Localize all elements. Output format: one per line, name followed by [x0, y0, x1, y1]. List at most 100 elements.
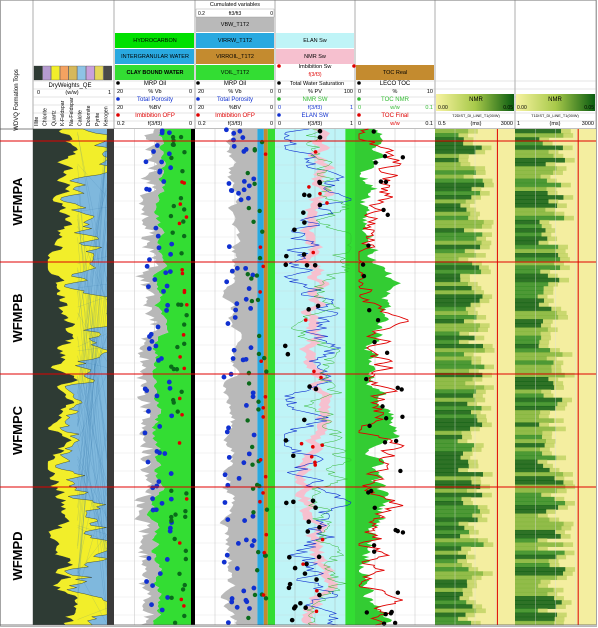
nmr-t2-track-band: [435, 327, 479, 333]
mrp-oil-dot: [178, 196, 184, 201]
nmr-t1-track-band: [515, 335, 542, 341]
nmr-t2-track-band-edge: [477, 517, 488, 523]
lithology-scale-right: 1: [108, 90, 111, 96]
nmr-t2-track-band-edge: [471, 480, 482, 485]
mrp-oil-dot: [183, 508, 188, 514]
nmr-t2-track-band: [435, 203, 461, 209]
lithology-texture: [77, 163, 108, 197]
nmr-t1-track-band-edge: [537, 294, 548, 299]
nmr-t2-track-band: [435, 372, 483, 378]
toc-leco-dot: [383, 416, 389, 421]
nmr-t2-track-band-edge: [460, 534, 470, 539]
nmr2-axis-unit: (ms): [550, 121, 561, 127]
nmr-t1-track-band: [515, 422, 540, 428]
nmr-t1-track-band-edge: [554, 476, 565, 481]
mrp-oil-dot: [182, 613, 187, 619]
nmr-t1-track-band-edge: [563, 521, 574, 527]
cumulated-total-porosity-dot: [229, 596, 235, 601]
nmr-t2-track-band: [435, 459, 469, 465]
lithology-texture: [77, 355, 108, 497]
nmr-t1-track-band-edge: [540, 174, 551, 180]
nmr-t1-track-band: [515, 467, 550, 473]
lithology-swatch: [94, 65, 104, 81]
nmr-t2-track-band-edge: [461, 546, 471, 552]
nmr-t1-track-band: [515, 261, 555, 266]
mrp-oil-dot: [183, 514, 188, 519]
nmr-t1-track-band-edge: [541, 232, 552, 237]
header-bars: [33, 8, 595, 117]
nmr-t2-track-band-edge: [472, 604, 483, 609]
nmr-t2-track-band: [435, 509, 480, 514]
mrp-total-porosity-dot: [144, 186, 150, 192]
nmr-t2-track-band: [435, 170, 477, 175]
nmr-t1-track-band-edge: [554, 496, 565, 502]
cumulated-imbibition-dot: [258, 245, 263, 249]
mrp-imbibition-dot: [182, 366, 187, 371]
toc-leco-dot: [400, 155, 406, 160]
cumulated-oil-dot: [245, 272, 250, 277]
lithology-texture: [77, 131, 108, 394]
lithology-texture: [77, 202, 108, 532]
mrp-total-porosity-dot: [155, 233, 161, 239]
mrp-oil-dot: [177, 571, 182, 576]
saturation-imbibition-dot: [313, 463, 318, 467]
cumulated-oil-dot: [256, 351, 262, 357]
nmr-t1-track-band-edge: [554, 261, 564, 266]
lithology-swatch: [77, 65, 86, 81]
nmr-t2-track-band-edge: [466, 207, 477, 213]
mrp-imbibition-dot: [182, 290, 187, 295]
mrp-imbibition-dot: [177, 441, 182, 445]
cumulated-total-porosity-dot: [230, 356, 236, 361]
mrp-total-porosity-dot: [149, 602, 154, 608]
nmr-t2-track-band: [435, 443, 475, 448]
mrp-header-bar: [115, 33, 194, 48]
nmr-t1-track-band: [515, 612, 558, 618]
saturation-total-water-dot: [310, 498, 316, 504]
nmr-t2-track-band: [435, 434, 463, 440]
nmr-t2-track-band-edge: [460, 203, 471, 209]
nmr-t2-track-band-edge: [476, 253, 486, 258]
nmr-t2-track-band: [435, 496, 462, 502]
nmr-t1-track-band-edge: [546, 439, 556, 444]
nmr-t1-track-band: [515, 224, 542, 229]
nmr-color-scale: [516, 94, 595, 111]
nmr-t2-track-band-edge: [466, 488, 477, 494]
nmr-t2-track-band: [435, 261, 473, 266]
cumulated-total-porosity-dot: [235, 540, 241, 546]
cum-c1-right: 0: [270, 89, 273, 95]
nmr-t1-track-band: [515, 277, 560, 283]
nmr-t2-track-band-edge: [476, 389, 486, 395]
sat-bar-1-label: ELAN Sw: [303, 38, 327, 44]
lithology-scale-left: 0: [37, 90, 40, 96]
lithology-texture: [77, 139, 108, 498]
lithology-swatch: [51, 65, 60, 81]
saturation-total-water-dot: [306, 519, 312, 525]
nmr-t1-track-band: [515, 472, 564, 477]
mrp-oil-dot: [181, 207, 187, 212]
nmr-t1-track-band: [515, 389, 542, 395]
nmr-t2-track-band-edge: [468, 310, 478, 316]
cumulated-imbibition-dot: [263, 395, 268, 399]
nmr-t1-track-band: [515, 501, 566, 506]
toc-leco-dot: [371, 549, 377, 554]
nmr-t2-track-band: [435, 286, 472, 291]
nmr-t1-track-band-edge: [540, 579, 551, 585]
nmr-t2-track-band-edge: [463, 174, 474, 180]
nmr-t1-track-band-edge: [539, 219, 550, 225]
cumulated-total-porosity-dot: [236, 190, 241, 196]
lithology-mineral-label: Pyrite: [95, 113, 101, 126]
toc-c1-left: 0: [358, 89, 361, 95]
nmr-t2-track-band-edge: [475, 397, 486, 403]
nmr-t1-track-band-edge: [551, 306, 562, 312]
nmr-t2-track-band-edge: [460, 455, 471, 461]
cumulated-total-porosity-dot: [250, 390, 256, 396]
saturation-total-water-dot: [283, 438, 289, 443]
toc-leco-dot: [372, 505, 377, 510]
cumulated-imbibition-dot: [262, 550, 267, 555]
cumulated-oil-dot: [245, 170, 250, 176]
nmr-t1-track-band: [515, 608, 538, 614]
nmr-t2-track-band-edge: [467, 401, 477, 407]
nmr-t1-track-band: [515, 509, 547, 514]
mrp-oil-dot: [178, 134, 184, 140]
nmr-t2-track-band-edge: [471, 447, 482, 452]
